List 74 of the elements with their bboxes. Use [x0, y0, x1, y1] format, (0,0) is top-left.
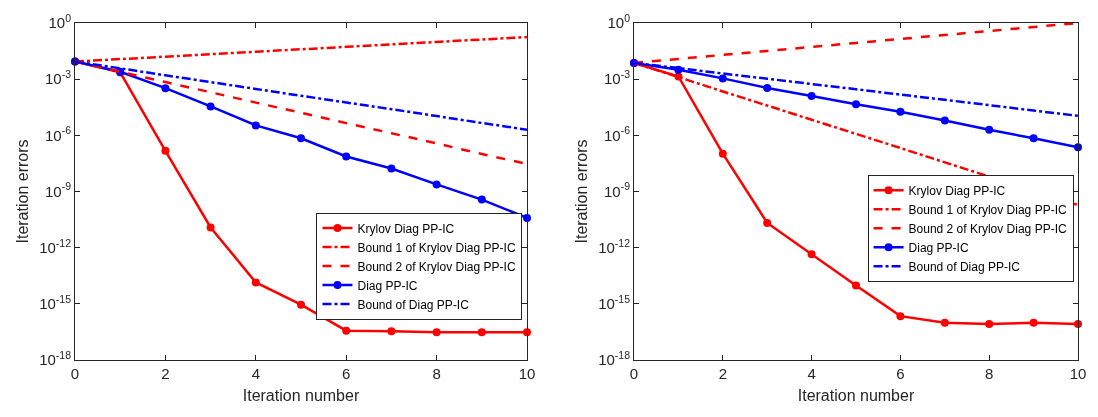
y-tick-label: 10$^{-12}$: [598, 236, 631, 256]
y-tick-label: 10$^{-15}$: [598, 292, 631, 313]
y-tick-label: 10$^{-9}$: [44, 180, 72, 200]
y-axis-title: Iteration errors: [14, 139, 32, 244]
y-tick-label: 10$^{-6}$: [603, 124, 631, 144]
point: [807, 92, 816, 101]
y-tick-label: 10$^{-18}$: [39, 348, 72, 369]
y-axis-title: Iteration errors: [573, 139, 591, 244]
point: [523, 328, 531, 337]
point: [718, 74, 727, 83]
point: [297, 134, 305, 143]
legend-label: Bound of Diag PP-IC: [908, 259, 1021, 274]
point: [206, 223, 215, 232]
x-axis-title: Iteration number: [797, 386, 915, 404]
legend-label: Diag PP-IC: [357, 278, 418, 293]
x-tick-label: 8: [432, 365, 441, 382]
point: [985, 319, 994, 328]
point: [477, 195, 486, 204]
point: [206, 102, 215, 111]
legend-label: Bound 1 of Krylov Diag PP-IC: [357, 240, 516, 255]
x-tick-label: 6: [896, 365, 905, 382]
point: [432, 328, 441, 337]
x-tick-label: 10: [518, 365, 536, 382]
point: [807, 250, 816, 259]
legend-label: Bound 2 of Krylov Diag PP-IC: [357, 259, 516, 274]
x-tick-label: 6: [342, 365, 351, 382]
y-tick-label: 10$^{-6}$: [44, 124, 72, 144]
x-tick-label: 4: [807, 365, 816, 382]
y-tick-label: 10$^{-18}$: [598, 348, 631, 369]
legend-label: Krylov Diag PP-IC: [908, 183, 1006, 198]
y-tick-label: 10$^{-15}$: [39, 292, 72, 313]
x-tick-label: 10: [1069, 365, 1087, 382]
point: [161, 84, 170, 93]
x-tick-label: 4: [251, 365, 260, 382]
x-axis-title: Iteration number: [242, 386, 360, 404]
point: [940, 318, 949, 327]
point: [387, 164, 396, 173]
point: [342, 326, 351, 335]
y-tick-label: 10$^{-3}$: [44, 68, 72, 88]
point: [852, 100, 860, 109]
point: [251, 278, 260, 287]
point: [896, 107, 905, 116]
point: [763, 83, 772, 92]
legend-label: Krylov Diag PP-IC: [357, 221, 455, 236]
point: [477, 328, 486, 337]
point: [161, 146, 170, 155]
point: [763, 218, 772, 227]
legend-label: Bound 1 of Krylov Diag PP-IC: [908, 202, 1067, 217]
y-tick-label: 10$^{-3}$: [603, 68, 631, 88]
point: [896, 312, 905, 321]
legend-label: Bound 2 of Krylov Diag PP-IC: [908, 221, 1067, 236]
point: [342, 152, 351, 161]
legend-label: Diag PP-IC: [908, 240, 969, 255]
x-tick-label: 8: [985, 365, 994, 382]
point: [1074, 143, 1082, 152]
y-tick-label: 10$^{0}$: [607, 11, 631, 32]
point: [940, 116, 949, 125]
point: [387, 327, 396, 336]
point: [297, 300, 305, 309]
point: [718, 149, 727, 158]
point: [251, 121, 260, 130]
x-tick-label: 2: [161, 365, 170, 382]
point: [985, 125, 994, 134]
point: [432, 180, 441, 189]
y-tick-label: 10$^{-9}$: [603, 180, 631, 200]
y-tick-label: 10$^{0}$: [48, 11, 72, 32]
point: [1029, 318, 1038, 327]
x-tick-label: 0: [70, 365, 80, 382]
x-tick-label: 0: [629, 365, 639, 382]
y-tick-label: 10$^{-12}$: [39, 236, 72, 256]
legend-label: Bound of Diag PP-IC: [357, 297, 470, 312]
x-tick-label: 2: [718, 365, 727, 382]
point: [852, 281, 860, 290]
point: [1029, 134, 1038, 143]
